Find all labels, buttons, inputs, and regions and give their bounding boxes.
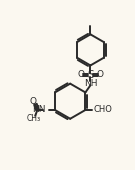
Text: S: S [87,70,94,80]
Text: CHO: CHO [93,105,112,114]
Text: O: O [97,70,104,79]
Text: O: O [77,70,84,79]
Text: HN: HN [33,105,46,114]
Text: O: O [29,97,36,106]
Text: CH₃: CH₃ [26,114,40,123]
Text: NH: NH [85,79,98,88]
